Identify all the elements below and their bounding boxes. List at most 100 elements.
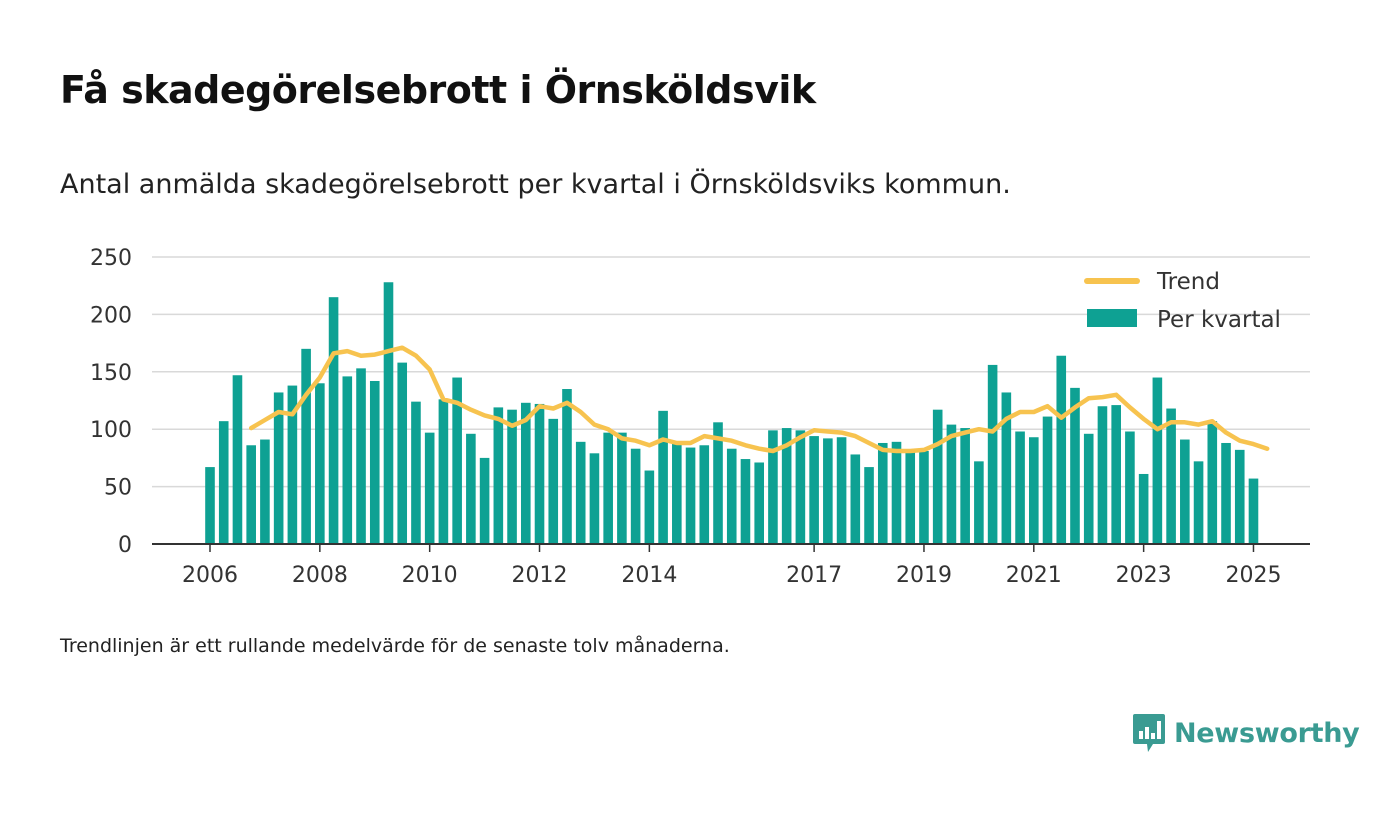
bar [919,451,929,544]
x-tick-label: 2012 [512,563,568,588]
bar [342,376,353,544]
bar [932,409,943,544]
bar [1193,461,1204,544]
bar [273,392,284,544]
bar [1138,473,1149,544]
bar [987,364,998,544]
bar [1152,377,1163,544]
bar [520,402,531,544]
bar [960,428,970,544]
bar [1166,408,1176,544]
bar [205,467,215,544]
trend-line [248,345,1270,454]
bar [877,442,888,544]
bar [905,451,916,544]
y-tick-label: 100 [90,418,132,443]
bar [1125,431,1135,544]
bar [836,437,847,544]
bar [795,430,806,544]
bar [603,432,613,544]
bar [575,441,586,544]
bar [383,282,394,544]
bar [466,433,476,544]
bar [713,422,723,544]
bar [493,407,504,544]
bar [411,401,421,544]
bar [548,418,559,544]
bar [864,467,874,544]
y-tick-label: 0 [118,533,132,558]
bar [974,461,984,544]
bar [685,447,696,544]
bar [946,424,957,544]
bar [328,297,339,544]
footnote: Trendlinjen är ett rullande medelvärde f… [60,635,730,657]
bar [850,454,861,544]
chart-subtitle: Antal anmälda skadegörelsebrott per kvar… [60,169,1011,200]
bar [754,462,764,544]
bar [397,362,408,544]
bar [356,368,366,544]
bar [699,445,710,544]
bar [562,389,572,544]
bar [438,399,449,544]
bar [424,432,435,544]
y-axis-tick-labels: 0 50 100 150 200 250 [90,246,132,558]
bar [1083,433,1094,544]
bar [823,438,833,544]
bar [644,470,655,544]
bar [1015,431,1025,544]
x-tick-label: 2019 [896,563,952,588]
bar [1001,392,1012,544]
y-tick-label: 250 [90,246,132,271]
bar-line-chart: 0 50 100 150 200 250 2006 2008 2010 2012 2014 2017… [90,246,1310,588]
x-tick-label: 2008 [292,563,348,588]
legend: Trend Per kvartal [1084,269,1281,333]
bar [287,385,298,544]
x-tick-label: 2010 [402,563,458,588]
chart-title: Få skadegörelsebrott i Örnsköldsvik [60,68,816,112]
bar [260,439,270,544]
brand-name: Newsworthy [1174,717,1360,749]
bar [1207,421,1218,544]
x-tick-label: 2023 [1116,563,1172,588]
bar [301,348,311,544]
bar [740,459,751,544]
y-tick-label: 50 [104,476,132,501]
bar [1042,416,1053,544]
bar [534,403,545,544]
bar [726,448,737,544]
x-tick-label: 2006 [182,563,238,588]
line-series-trend [248,345,1270,454]
bar [1111,405,1121,544]
bar [781,428,792,544]
bar [768,430,778,544]
bar-series-per-kvartal [205,282,1259,544]
bar [369,380,380,544]
bar [809,436,819,544]
bar [630,448,641,544]
bar [589,453,600,544]
legend-label-per-kvartal: Per kvartal [1157,307,1281,333]
x-tick-label: 2021 [1006,563,1062,588]
bar [218,421,229,544]
bar [672,441,682,544]
bar [232,375,243,544]
x-axis: 2006 2008 2010 2012 2014 2017 2019 2021 2023 2025 [152,543,1310,588]
bar [479,457,490,544]
bar [452,377,462,544]
bar [658,410,668,544]
bar [1248,478,1259,544]
bar [1056,355,1067,544]
bar [1234,449,1245,544]
legend-label-trend: Trend [1156,269,1220,295]
bar [1221,442,1231,544]
legend-swatch-per-kvartal [1087,309,1137,327]
bar [891,441,902,544]
bar [1070,387,1080,544]
bar [1180,439,1190,544]
x-tick-label: 2014 [621,563,677,588]
bar [1029,437,1039,544]
bar [246,445,256,544]
bar [507,409,517,544]
